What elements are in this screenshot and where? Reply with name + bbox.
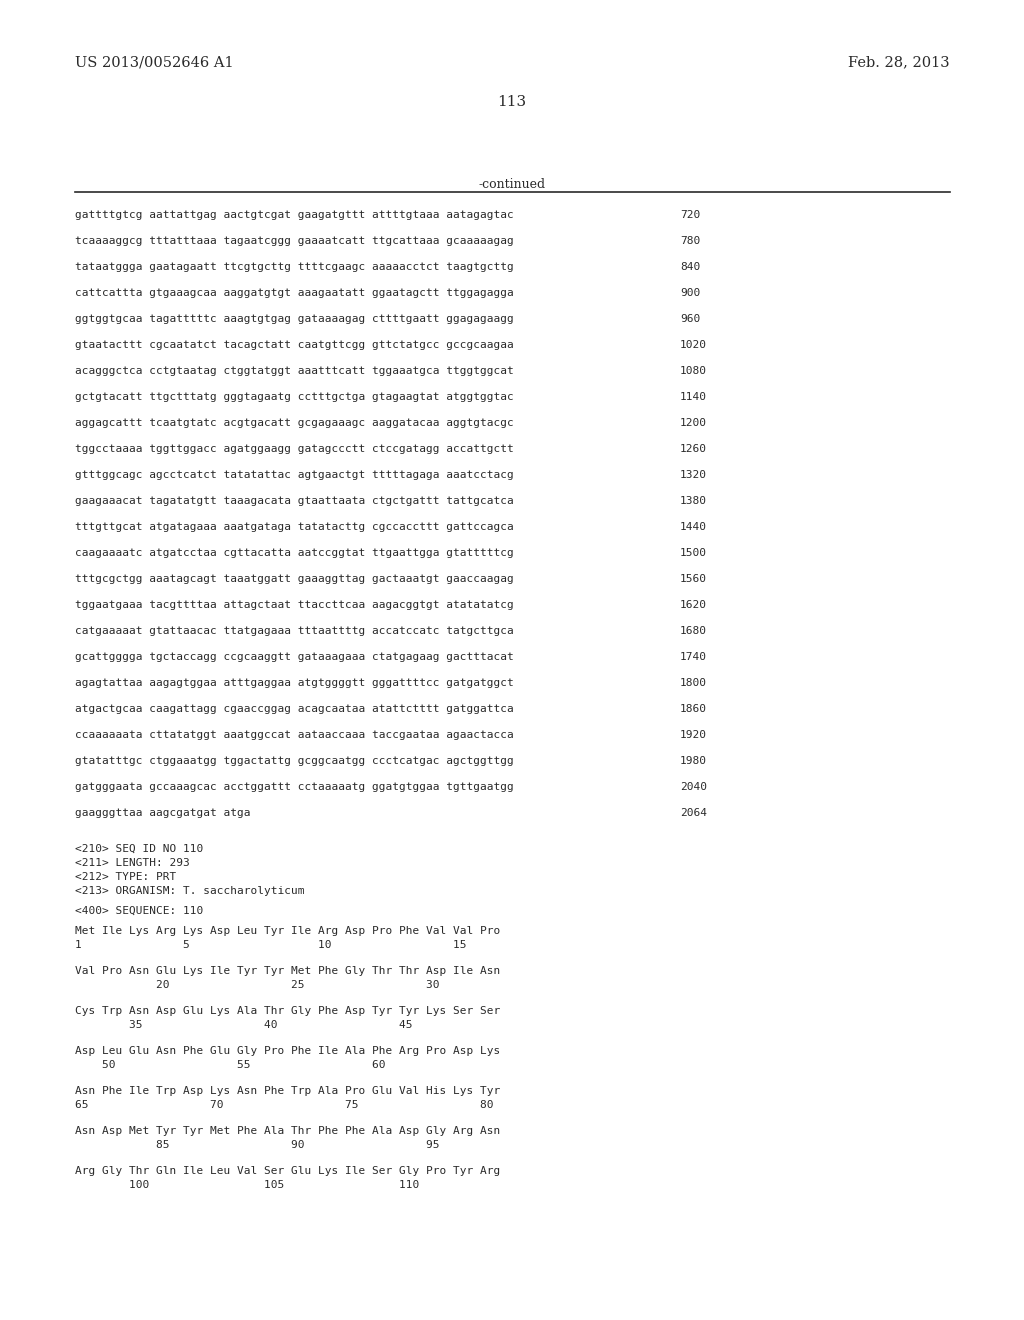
- Text: 1200: 1200: [680, 418, 707, 428]
- Text: gaagaaacat tagatatgtt taaagacata gtaattaata ctgctgattt tattgcatca: gaagaaacat tagatatgtt taaagacata gtaatta…: [75, 496, 514, 506]
- Text: tcaaaaggcg tttatttaaa tagaatcggg gaaaatcatt ttgcattaaa gcaaaaagag: tcaaaaggcg tttatttaaa tagaatcggg gaaaatc…: [75, 236, 514, 246]
- Text: <212> TYPE: PRT: <212> TYPE: PRT: [75, 873, 176, 882]
- Text: gtatatttgc ctggaaatgg tggactattg gcggcaatgg ccctcatgac agctggttgg: gtatatttgc ctggaaatgg tggactattg gcggcaa…: [75, 756, 514, 766]
- Text: gattttgtcg aattattgag aactgtcgat gaagatgttt attttgtaaa aatagagtac: gattttgtcg aattattgag aactgtcgat gaagatg…: [75, 210, 514, 220]
- Text: 1               5                   10                  15: 1 5 10 15: [75, 940, 467, 950]
- Text: 1140: 1140: [680, 392, 707, 403]
- Text: aggagcattt tcaatgtatc acgtgacatt gcgagaaagc aaggatacaa aggtgtacgc: aggagcattt tcaatgtatc acgtgacatt gcgagaa…: [75, 418, 514, 428]
- Text: 85                  90                  95: 85 90 95: [75, 1140, 439, 1150]
- Text: <213> ORGANISM: T. saccharolyticum: <213> ORGANISM: T. saccharolyticum: [75, 886, 304, 896]
- Text: 780: 780: [680, 236, 700, 246]
- Text: ccaaaaaata cttatatggt aaatggccat aataaccaaa taccgaataa agaactacca: ccaaaaaata cttatatggt aaatggccat aataacc…: [75, 730, 514, 741]
- Text: 1500: 1500: [680, 548, 707, 558]
- Text: 1620: 1620: [680, 601, 707, 610]
- Text: tttgttgcat atgatagaaa aaatgataga tatatacttg cgccaccttt gattccagca: tttgttgcat atgatagaaa aaatgataga tatatac…: [75, 521, 514, 532]
- Text: 720: 720: [680, 210, 700, 220]
- Text: gtaatacttt cgcaatatct tacagctatt caatgttcgg gttctatgcc gccgcaagaa: gtaatacttt cgcaatatct tacagctatt caatgtt…: [75, 341, 514, 350]
- Text: Asp Leu Glu Asn Phe Glu Gly Pro Phe Ile Ala Phe Arg Pro Asp Lys: Asp Leu Glu Asn Phe Glu Gly Pro Phe Ile …: [75, 1045, 501, 1056]
- Text: 50                  55                  60: 50 55 60: [75, 1060, 385, 1071]
- Text: 1800: 1800: [680, 678, 707, 688]
- Text: 1560: 1560: [680, 574, 707, 583]
- Text: 113: 113: [498, 95, 526, 110]
- Text: 1260: 1260: [680, 444, 707, 454]
- Text: 35                  40                  45: 35 40 45: [75, 1020, 413, 1030]
- Text: gctgtacatt ttgctttatg gggtagaatg cctttgctga gtagaagtat atggtggtac: gctgtacatt ttgctttatg gggtagaatg cctttgc…: [75, 392, 514, 403]
- Text: 1020: 1020: [680, 341, 707, 350]
- Text: Met Ile Lys Arg Lys Asp Leu Tyr Ile Arg Asp Pro Phe Val Val Pro: Met Ile Lys Arg Lys Asp Leu Tyr Ile Arg …: [75, 927, 501, 936]
- Text: -continued: -continued: [478, 178, 546, 191]
- Text: 1860: 1860: [680, 704, 707, 714]
- Text: 1980: 1980: [680, 756, 707, 766]
- Text: Val Pro Asn Glu Lys Ile Tyr Tyr Met Phe Gly Thr Thr Asp Ile Asn: Val Pro Asn Glu Lys Ile Tyr Tyr Met Phe …: [75, 966, 501, 975]
- Text: catgaaaaat gtattaacac ttatgagaaa tttaattttg accatccatc tatgcttgca: catgaaaaat gtattaacac ttatgagaaa tttaatt…: [75, 626, 514, 636]
- Text: caagaaaatc atgatcctaa cgttacatta aatccggtat ttgaattgga gtatttttcg: caagaaaatc atgatcctaa cgttacatta aatccgg…: [75, 548, 514, 558]
- Text: gaagggttaa aagcgatgat atga: gaagggttaa aagcgatgat atga: [75, 808, 251, 818]
- Text: Asn Phe Ile Trp Asp Lys Asn Phe Trp Ala Pro Glu Val His Lys Tyr: Asn Phe Ile Trp Asp Lys Asn Phe Trp Ala …: [75, 1086, 501, 1096]
- Text: cattcattta gtgaaagcaa aaggatgtgt aaagaatatt ggaatagctt ttggagagga: cattcattta gtgaaagcaa aaggatgtgt aaagaat…: [75, 288, 514, 298]
- Text: tggcctaaaa tggttggacc agatggaagg gatagccctt ctccgatagg accattgctt: tggcctaaaa tggttggacc agatggaagg gatagcc…: [75, 444, 514, 454]
- Text: <400> SEQUENCE: 110: <400> SEQUENCE: 110: [75, 906, 203, 916]
- Text: 65                  70                  75                  80: 65 70 75 80: [75, 1100, 494, 1110]
- Text: 840: 840: [680, 261, 700, 272]
- Text: 2040: 2040: [680, 781, 707, 792]
- Text: 900: 900: [680, 288, 700, 298]
- Text: Feb. 28, 2013: Feb. 28, 2013: [848, 55, 950, 69]
- Text: tttgcgctgg aaatagcagt taaatggatt gaaaggttag gactaaatgt gaaccaagag: tttgcgctgg aaatagcagt taaatggatt gaaaggt…: [75, 574, 514, 583]
- Text: Cys Trp Asn Asp Glu Lys Ala Thr Gly Phe Asp Tyr Tyr Lys Ser Ser: Cys Trp Asn Asp Glu Lys Ala Thr Gly Phe …: [75, 1006, 501, 1016]
- Text: 1080: 1080: [680, 366, 707, 376]
- Text: tataatggga gaatagaatt ttcgtgcttg ttttcgaagc aaaaacctct taagtgcttg: tataatggga gaatagaatt ttcgtgcttg ttttcga…: [75, 261, 514, 272]
- Text: 960: 960: [680, 314, 700, 323]
- Text: 1440: 1440: [680, 521, 707, 532]
- Text: gatgggaata gccaaagcac acctggattt cctaaaaatg ggatgtggaa tgttgaatgg: gatgggaata gccaaagcac acctggattt cctaaaa…: [75, 781, 514, 792]
- Text: 20                  25                  30: 20 25 30: [75, 979, 439, 990]
- Text: 1680: 1680: [680, 626, 707, 636]
- Text: 100                 105                 110: 100 105 110: [75, 1180, 419, 1191]
- Text: 2064: 2064: [680, 808, 707, 818]
- Text: acagggctca cctgtaatag ctggtatggt aaatttcatt tggaaatgca ttggtggcat: acagggctca cctgtaatag ctggtatggt aaatttc…: [75, 366, 514, 376]
- Text: ggtggtgcaa tagatttttc aaagtgtgag gataaaagag cttttgaatt ggagagaagg: ggtggtgcaa tagatttttc aaagtgtgag gataaaa…: [75, 314, 514, 323]
- Text: gtttggcagc agcctcatct tatatattac agtgaactgt tttttagaga aaatcctacg: gtttggcagc agcctcatct tatatattac agtgaac…: [75, 470, 514, 480]
- Text: gcattgggga tgctaccagg ccgcaaggtt gataaagaaa ctatgagaag gactttacat: gcattgggga tgctaccagg ccgcaaggtt gataaag…: [75, 652, 514, 663]
- Text: tggaatgaaa tacgttttaa attagctaat ttaccttcaa aagacggtgt atatatatcg: tggaatgaaa tacgttttaa attagctaat ttacctt…: [75, 601, 514, 610]
- Text: atgactgcaa caagattagg cgaaccggag acagcaataa atattctttt gatggattca: atgactgcaa caagattagg cgaaccggag acagcaa…: [75, 704, 514, 714]
- Text: 1740: 1740: [680, 652, 707, 663]
- Text: 1920: 1920: [680, 730, 707, 741]
- Text: <210> SEQ ID NO 110: <210> SEQ ID NO 110: [75, 843, 203, 854]
- Text: Asn Asp Met Tyr Tyr Met Phe Ala Thr Phe Phe Ala Asp Gly Arg Asn: Asn Asp Met Tyr Tyr Met Phe Ala Thr Phe …: [75, 1126, 501, 1137]
- Text: 1320: 1320: [680, 470, 707, 480]
- Text: agagtattaa aagagtggaa atttgaggaa atgtggggtt gggattttcc gatgatggct: agagtattaa aagagtggaa atttgaggaa atgtggg…: [75, 678, 514, 688]
- Text: <211> LENGTH: 293: <211> LENGTH: 293: [75, 858, 189, 869]
- Text: 1380: 1380: [680, 496, 707, 506]
- Text: US 2013/0052646 A1: US 2013/0052646 A1: [75, 55, 233, 69]
- Text: Arg Gly Thr Gln Ile Leu Val Ser Glu Lys Ile Ser Gly Pro Tyr Arg: Arg Gly Thr Gln Ile Leu Val Ser Glu Lys …: [75, 1166, 501, 1176]
